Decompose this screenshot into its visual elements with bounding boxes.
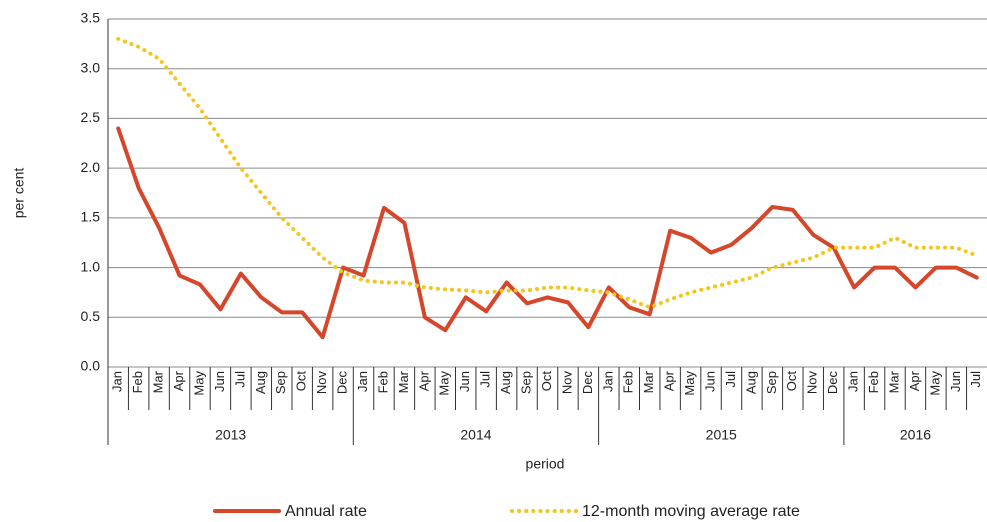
x-tick-label: Mar (641, 370, 656, 393)
x-tick-label: Aug (743, 371, 758, 394)
x-tick-label: Oct (539, 371, 554, 392)
x-tick-label: Apr (662, 370, 677, 391)
x-tick-label: Aug (253, 371, 268, 394)
x-tick-label: Jan (846, 371, 861, 392)
y-tick-label: 0.5 (81, 308, 101, 324)
x-tick-label: Jul (478, 371, 493, 388)
x-tick-label: Dec (335, 371, 350, 395)
group-label: 2016 (900, 427, 931, 443)
group-label: 2014 (460, 427, 491, 443)
x-tick-label: Jun (457, 371, 472, 392)
x-tick-label: Jul (232, 371, 247, 388)
x-tick-label: Feb (375, 371, 390, 393)
y-tick-label: 2.0 (81, 159, 101, 175)
x-tick-label: Jul (968, 371, 983, 388)
x-tick-label: Nov (805, 371, 820, 395)
y-tick-label: 3.0 (81, 59, 101, 75)
x-tick-label: Oct (784, 371, 799, 392)
x-tick-label: Feb (621, 371, 636, 393)
legend-label: 12-month moving average rate (582, 503, 800, 520)
x-tick-label: Jun (702, 371, 717, 392)
x-tick-label: Sep (518, 371, 533, 394)
x-tick-label: Jan (110, 371, 125, 392)
x-tick-label: Feb (866, 371, 881, 393)
x-tick-label: Mar (396, 370, 411, 393)
x-tick-label: Jan (355, 371, 370, 392)
x-tick-label: Jun (948, 371, 963, 392)
x-tick-label: Feb (130, 371, 145, 393)
y-tick-label: 1.0 (81, 258, 101, 274)
y-tick-label: 3.5 (81, 10, 101, 26)
x-tick-label: Jul (723, 371, 738, 388)
y-axis-label: per cent (11, 168, 27, 219)
x-tick-label: Nov (559, 371, 574, 395)
x-tick-label: Mar (886, 370, 901, 393)
series-line (116, 36, 979, 310)
y-tick-label: 1.5 (81, 209, 101, 225)
x-tick-label: Mar (151, 370, 166, 393)
x-tick-label: Jun (212, 371, 227, 392)
series-line (116, 126, 979, 340)
x-tick-label: May (682, 371, 697, 396)
x-tick-label: May (437, 371, 452, 396)
x-tick-label: Jan (600, 371, 615, 392)
x-tick-label: May (191, 371, 206, 396)
x-tick-label: Nov (314, 371, 329, 395)
group-label: 2013 (215, 427, 246, 443)
x-tick-label: Dec (580, 371, 595, 395)
legend-label: Annual rate (285, 503, 367, 520)
x-tick-label: Dec (825, 371, 840, 395)
group-label: 2015 (706, 427, 737, 443)
x-tick-label: Apr (171, 370, 186, 391)
x-axis-label: period (526, 456, 565, 472)
x-tick-label: May (927, 371, 942, 396)
x-tick-label: Sep (273, 371, 288, 394)
x-tick-label: Oct (294, 371, 309, 392)
x-tick-label: Sep (764, 371, 779, 394)
y-tick-label: 2.5 (81, 109, 101, 125)
y-tick-label: 0.0 (81, 358, 101, 374)
x-tick-label: Apr (416, 370, 431, 391)
x-tick-label: Apr (907, 370, 922, 391)
x-tick-label: Aug (498, 371, 513, 394)
